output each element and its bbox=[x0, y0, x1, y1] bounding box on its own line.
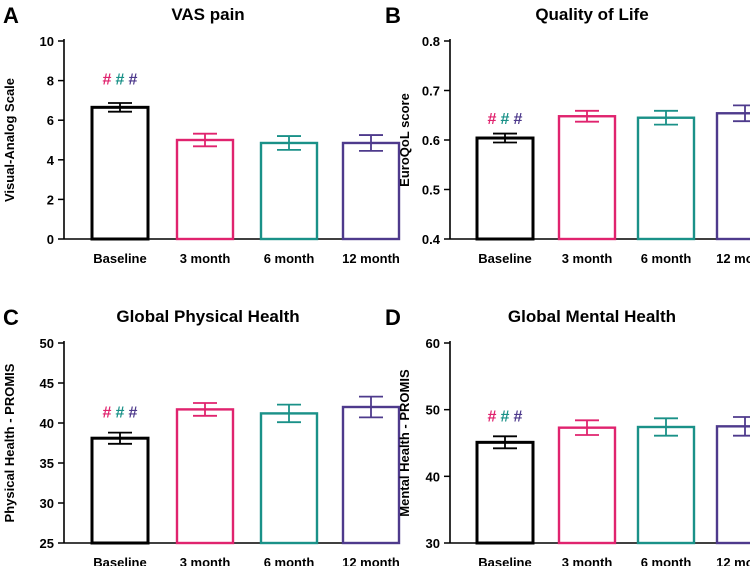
y-axis-label: Physical Health - PROMIS bbox=[2, 363, 17, 522]
significance-marker: # bbox=[514, 409, 523, 426]
bar-baseline bbox=[90, 436, 150, 545]
y-tick-label: 40 bbox=[40, 416, 54, 431]
panel-c: C Global Physical Health Physical Health -… bbox=[2, 305, 401, 566]
bar-3-month bbox=[557, 426, 617, 545]
chart-title: Global Physical Health bbox=[116, 307, 299, 326]
x-tick-label: Baseline bbox=[93, 555, 146, 566]
significance-marker: # bbox=[116, 404, 125, 421]
x-tick-label: 6 month bbox=[264, 555, 315, 566]
y-axis-label: Mental Health - PROMIS bbox=[397, 369, 412, 517]
y-tick-label: 0.6 bbox=[422, 133, 440, 148]
x-tick-label: 12 month bbox=[342, 251, 400, 266]
x-tick-label: 3 month bbox=[562, 251, 613, 266]
x-tick-label: Baseline bbox=[478, 555, 531, 566]
x-tick-label: 6 month bbox=[264, 251, 315, 266]
x-tick-label: 6 month bbox=[641, 555, 692, 566]
x-tick-label: 6 month bbox=[641, 251, 692, 266]
bar-3-month bbox=[175, 138, 235, 241]
y-tick-label: 8 bbox=[47, 74, 54, 89]
bar-12-month bbox=[715, 112, 750, 241]
y-tick-label: 2 bbox=[47, 192, 54, 207]
y-tick-label: 60 bbox=[426, 336, 440, 351]
y-tick-label: 6 bbox=[47, 113, 54, 128]
y-tick-label: 4 bbox=[47, 153, 55, 168]
significance-marker: # bbox=[501, 111, 510, 128]
bar-6-month bbox=[259, 412, 319, 545]
panel-a: A VAS pain Visual-Analog Scale 0 2 4 6 8 10 Basel… bbox=[2, 3, 401, 266]
y-tick-label: 0.4 bbox=[422, 232, 441, 247]
x-tick-label: 3 month bbox=[180, 555, 231, 566]
y-tick-label: 50 bbox=[426, 403, 440, 418]
bar-3-month bbox=[175, 408, 235, 545]
significance-marker: # bbox=[129, 404, 138, 421]
significance-marker: # bbox=[116, 72, 125, 89]
y-tick-label: 30 bbox=[426, 536, 440, 551]
panel-b: B Quality of Life EuroQoL score 0.4 0.5 0.6 0.… bbox=[385, 3, 750, 266]
panel-label: A bbox=[3, 3, 19, 28]
y-tick-label: 50 bbox=[40, 336, 54, 351]
significance-marker: # bbox=[514, 111, 523, 128]
bar-baseline bbox=[475, 440, 535, 545]
y-tick-label: 0.7 bbox=[422, 84, 440, 99]
y-tick-label: 30 bbox=[40, 496, 54, 511]
y-axis-label: EuroQoL score bbox=[397, 93, 412, 187]
panel-label: D bbox=[385, 305, 401, 330]
bar-12-month bbox=[715, 425, 750, 545]
panel-d: D Global Mental Health Mental Health - PRO… bbox=[385, 305, 750, 566]
chart-title: Global Mental Health bbox=[508, 307, 676, 326]
panel-label: B bbox=[385, 3, 401, 28]
x-tick-label: 12 month bbox=[342, 555, 400, 566]
bar-12-month bbox=[341, 405, 401, 545]
bar-baseline bbox=[90, 105, 150, 241]
y-tick-label: 40 bbox=[426, 469, 440, 484]
y-tick-label: 0.5 bbox=[422, 183, 440, 198]
bar-6-month bbox=[636, 425, 696, 545]
x-tick-label: 12 month bbox=[716, 555, 750, 566]
bar-12-month bbox=[341, 141, 401, 241]
y-tick-label: 0 bbox=[47, 232, 54, 247]
significance-marker: # bbox=[129, 72, 138, 89]
bar-6-month bbox=[259, 141, 319, 241]
y-tick-label: 35 bbox=[40, 456, 54, 471]
x-tick-label: 12 month bbox=[716, 251, 750, 266]
significance-marker: # bbox=[103, 72, 112, 89]
significance-marker: # bbox=[501, 409, 510, 426]
significance-marker: # bbox=[488, 409, 497, 426]
x-tick-label: Baseline bbox=[93, 251, 146, 266]
chart-title: Quality of Life bbox=[535, 5, 648, 24]
bar-baseline bbox=[475, 136, 535, 241]
bar-6-month bbox=[636, 116, 696, 241]
y-axis-label: Visual-Analog Scale bbox=[2, 78, 17, 202]
chart-title: VAS pain bbox=[171, 5, 244, 24]
x-tick-label: 3 month bbox=[180, 251, 231, 266]
x-tick-label: 3 month bbox=[562, 555, 613, 566]
significance-marker: # bbox=[103, 404, 112, 421]
x-tick-label: Baseline bbox=[478, 251, 531, 266]
y-tick-label: 25 bbox=[40, 536, 54, 551]
panel-label: C bbox=[3, 305, 19, 330]
bar-3-month bbox=[557, 115, 617, 241]
y-tick-label: 45 bbox=[40, 376, 54, 391]
y-tick-label: 0.8 bbox=[422, 34, 440, 49]
y-tick-label: 10 bbox=[40, 34, 54, 49]
significance-marker: # bbox=[488, 111, 497, 128]
